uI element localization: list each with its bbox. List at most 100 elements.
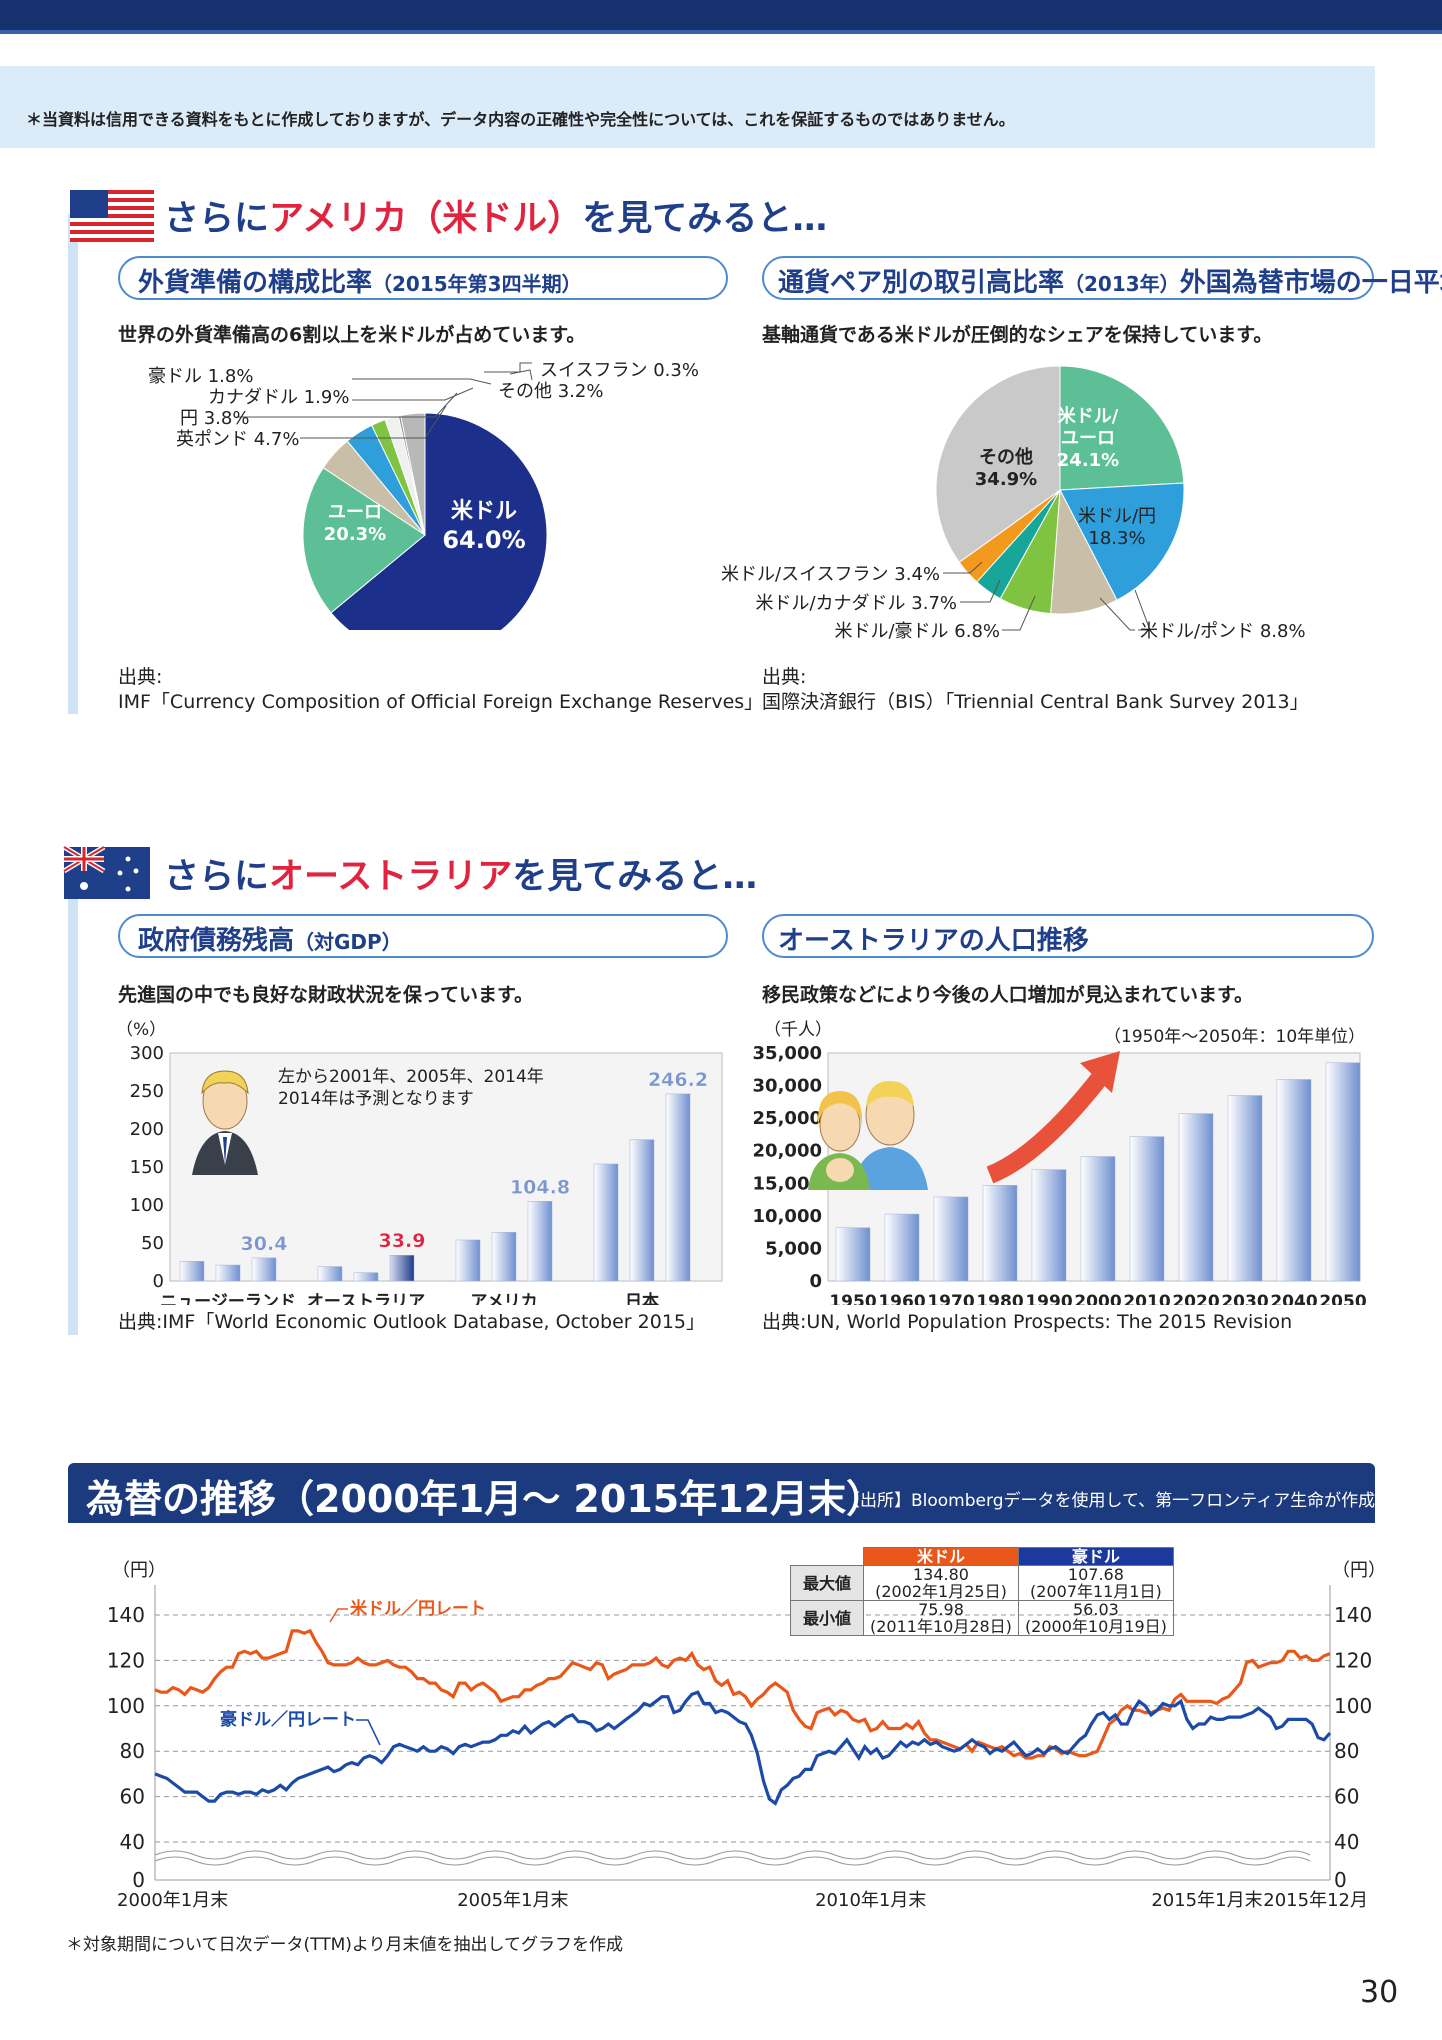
fx-y-tick-left: 60 (120, 1785, 145, 1809)
pie1-label-chf: スイスフラン 0.3% (540, 360, 699, 381)
population-lead: 移民政策などにより今後の人口増加が見込まれています。 (762, 984, 1254, 1006)
fx-y-tick-left: 40 (120, 1830, 145, 1854)
debt-bar (251, 1257, 277, 1282)
debt-bar (593, 1163, 619, 1282)
debt-bar (455, 1239, 481, 1282)
debt-bar-label: 246.2 (648, 1069, 708, 1091)
pie2-label-usdcad: 米ドル/カナダドル 3.7% (755, 593, 957, 614)
pie-slice-7 (400, 412, 426, 536)
fx-y-tick-left: 100 (107, 1694, 145, 1718)
pop-year-label: 1980 (976, 1292, 1023, 1305)
pop-note: （1950年〜2050年：10年単位） (1104, 1027, 1365, 1047)
fx-y-unit-right: （円） (1332, 1560, 1386, 1581)
population-bar-chart: （千人） （1950年〜2050年：10年単位） 0 5,000 10,000 15,… (753, 1020, 1367, 1305)
pop-bar (1325, 1062, 1361, 1282)
aud-jpy-line (154, 1690, 1332, 1806)
pie-slice-0 (1059, 365, 1185, 491)
section-side-strip (68, 214, 78, 714)
debt-y-tick: 200 (130, 1119, 164, 1140)
businessman-illustration (192, 1070, 258, 1175)
table-row-min-label: 最小値 (790, 1600, 864, 1636)
pop-y-tick: 5,000 (765, 1238, 822, 1259)
leader-line (1002, 595, 1036, 631)
pie1-label-usd: 米ドル (451, 499, 517, 524)
fx-note: ＊対象期間について日次データ(TTM)より月末値を抽出してグラフを作成 (66, 1935, 624, 1955)
turnover-pie-chart: 米ドル/ ユーロ 24.1% 米ドル/円 18.3% その他 34.9% 米ドル… (721, 365, 1306, 642)
reserves-source: 出典: IMF「Currency Composition of Official … (118, 666, 764, 713)
leader-line (352, 378, 492, 385)
debt-y-tick: 100 (130, 1195, 164, 1216)
fx-y-tick-left: 80 (120, 1739, 145, 1763)
pop-year-label: 1970 (927, 1292, 974, 1305)
debt-y-unit: （%） (116, 1020, 166, 1040)
debt-y-tick: 250 (130, 1081, 164, 1102)
pop-y-tick: 35,000 (753, 1043, 822, 1064)
fx-y-unit-left: （円） (112, 1560, 166, 1581)
table-header-aud: 豪ドル (1017, 1547, 1174, 1566)
leader-line (943, 561, 983, 574)
pop-year-label: 1960 (878, 1292, 925, 1305)
pie2-value-other: 34.9% (975, 469, 1037, 490)
debt-bar (527, 1201, 553, 1282)
leader-line (1134, 589, 1151, 631)
leader-line (484, 362, 532, 373)
leader-line (356, 1719, 381, 1746)
debt-bar-chart: （%） 0 50 100 150 200 250 300 30.4 33.9 104.8 246.… (116, 1020, 723, 1305)
pie2-value-usdjpy: 18.3% (1088, 528, 1145, 549)
debt-category-label: オーストラリア (307, 1292, 425, 1305)
fx-header-bar (68, 1463, 1375, 1523)
debt-category-label: ニュージーランド (160, 1292, 296, 1305)
top-header-line (0, 30, 1442, 34)
debt-bar (215, 1264, 241, 1282)
pop-bar (1031, 1169, 1067, 1282)
debt-source: 出典:IMF「World Economic Outlook Database, … (118, 1311, 706, 1333)
pop-bar (884, 1213, 920, 1282)
debt-bar-label: 30.4 (241, 1233, 288, 1255)
pie1-label-gbp: 英ポンド 4.7% (176, 429, 299, 450)
disclaimer-box (0, 66, 1375, 148)
leader-line (238, 392, 458, 418)
fx-y-tick-right: 120 (1334, 1648, 1372, 1672)
fx-x-tick: 2000年1月末 (117, 1890, 228, 1911)
pie2-value-usdeur: 24.1% (1057, 450, 1119, 471)
reserves-lead: 世界の外貨準備高の6割以上を米ドルが占めています。 (118, 324, 586, 346)
australia-flag-icon (62, 844, 150, 899)
debt-y-tick: 50 (141, 1233, 164, 1254)
pop-year-label: 2000 (1074, 1292, 1121, 1305)
pie-slice-6 (935, 365, 1061, 563)
turnover-lead: 基軸通貨である米ドルが圧倒的なシェアを保持しています。 (762, 324, 1273, 346)
usa-section-title: さらにアメリカ（米ドル）を見てみると… (164, 199, 828, 239)
pop-y-tick: 20,000 (753, 1141, 822, 1162)
leader-line (960, 579, 1001, 603)
disclaimer-text: ＊当資料は信用できる資料をもとに作成しておりますが、データ内容の正確性や完全性に… (26, 110, 1015, 129)
page-number: 30 (1360, 1975, 1399, 2010)
leader-line (1099, 597, 1135, 631)
fx-x-tick: 2005年1月末 (457, 1890, 568, 1911)
fx-line-chart: （円） （円） 0 40 60 80 100 120 140 0 40 60 80 100 120 14… (107, 1560, 1386, 1911)
fx-y-tick-right: 100 (1334, 1694, 1372, 1718)
fx-minmax-table: 米ドル 豪ドル 最大値 134.80 (2002年1月25日) 107.68 (200… (790, 1547, 1174, 1636)
pie2-label-usdaud: 米ドル/豪ドル 6.8% (834, 621, 1000, 642)
table-usd-max: 134.80 (2002年1月25日) (863, 1565, 1019, 1601)
axis-break-mark (154, 1856, 1311, 1866)
pop-year-label: 2020 (1172, 1292, 1219, 1305)
debt-note-2: 2014年は予測となります (278, 1089, 474, 1109)
population-source: 出典:UN, World Population Prospects: The 2… (762, 1311, 1293, 1333)
pop-bar (982, 1185, 1018, 1282)
fx-y-tick-right: 60 (1334, 1785, 1359, 1809)
pie1-value-eur: 20.3% (324, 524, 386, 545)
fx-x-tick: 2010年1月末 (815, 1890, 926, 1911)
pop-bar (835, 1227, 871, 1282)
leader-line (329, 1608, 348, 1623)
pop-bar (1276, 1079, 1312, 1282)
pop-y-tick: 25,000 (753, 1108, 822, 1129)
debt-y-tick: 150 (130, 1157, 164, 1178)
pop-bar (933, 1196, 969, 1282)
pie2-label-usdgbp: 米ドル/ポンド 8.8% (1140, 621, 1306, 642)
pop-year-label: 2030 (1221, 1292, 1268, 1305)
pop-y-tick: 30,000 (753, 1076, 822, 1097)
pie2-label-usdchf: 米ドル/スイスフラン 3.4% (721, 564, 940, 585)
pie-slice-1 (1059, 482, 1185, 601)
pop-year-label: 1950 (829, 1292, 876, 1305)
table-corner (790, 1547, 864, 1566)
